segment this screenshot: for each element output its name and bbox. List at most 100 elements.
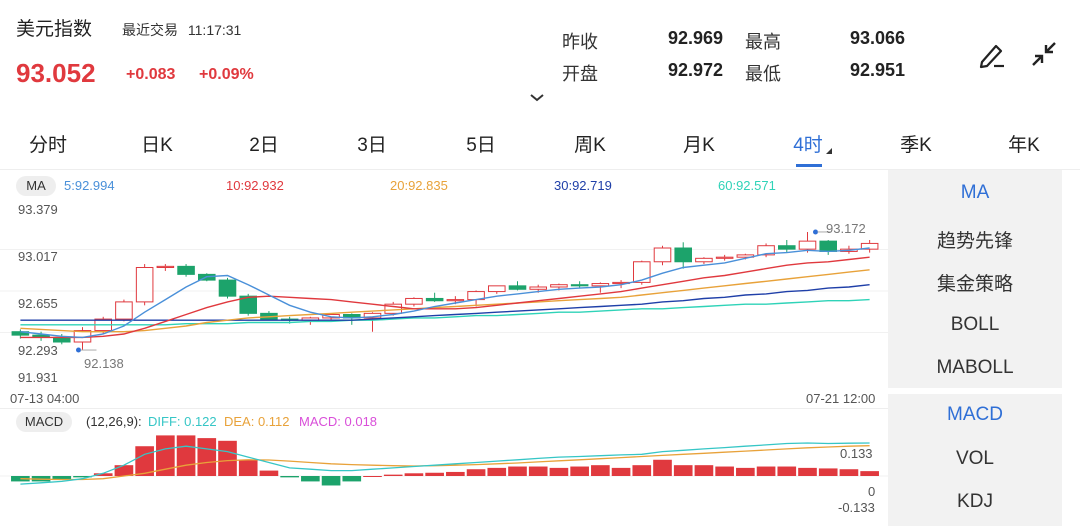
macd-histogram-bar — [383, 474, 403, 476]
ma5-value: 5:92.994 — [64, 178, 115, 193]
tab-2day[interactable]: 2日 — [249, 135, 279, 156]
price-change: +0.083 — [126, 66, 176, 83]
indicator-boll[interactable]: BOLL — [950, 314, 1000, 335]
macd-histogram-bar — [694, 465, 714, 476]
indicator-macd[interactable]: MACD — [947, 404, 1003, 425]
macd-histogram-bar — [156, 435, 175, 476]
indicator-menu-main — [888, 170, 1062, 388]
macd-histogram-bar — [114, 465, 134, 476]
indicator-vol[interactable]: VOL — [955, 448, 995, 469]
candle-body — [778, 245, 796, 250]
prev-close-value: 92.969 — [668, 28, 724, 48]
time-axis-start: 07-13 04:00 — [10, 391, 80, 406]
macd-histogram-bar — [611, 467, 631, 476]
macd-histogram-bar — [238, 459, 258, 476]
ma-badge[interactable]: MA — [16, 176, 56, 196]
max-annotation: 93.172 — [826, 221, 866, 236]
candle-body — [425, 297, 444, 302]
candlestick-chart[interactable] — [0, 196, 888, 390]
candle-body — [508, 285, 527, 290]
candle-body — [529, 286, 548, 290]
high-label: 最高 — [745, 32, 781, 52]
last-trade-info: 最近交易 11:17:31 — [122, 20, 241, 40]
tab-intraday[interactable]: 分时 — [28, 135, 68, 156]
candle-body — [156, 265, 175, 268]
candle-body — [446, 299, 465, 302]
macd-chart[interactable] — [0, 432, 888, 522]
macd-axis-bottom: -0.133 — [838, 500, 875, 515]
ma20-value: 20:92.835 — [390, 178, 448, 193]
candle-body — [218, 279, 237, 297]
macd-badge[interactable]: MACD — [16, 412, 72, 432]
price-axis-label: 93.017 — [18, 249, 58, 264]
indicator-ma[interactable]: MA — [960, 182, 990, 203]
candle-body — [695, 257, 713, 263]
macd-histogram-bar — [756, 466, 776, 476]
candle-body — [53, 336, 71, 343]
tab-4hour[interactable]: 4时 — [793, 135, 823, 156]
macd-histogram-bar — [508, 466, 527, 476]
candle-body — [11, 331, 30, 336]
last-trade-label: 最近交易 — [122, 22, 178, 38]
macd-histogram-bar — [839, 469, 859, 476]
macd-histogram-bar — [528, 466, 548, 476]
candle-body — [550, 284, 568, 288]
indicator-kdj[interactable]: KDJ — [957, 491, 993, 512]
period-tabs: 分时 日K 2日 3日 5日 周K 月K 4时 季K 年K — [0, 122, 1080, 167]
low-value: 92.951 — [850, 60, 906, 80]
candle-body — [570, 284, 589, 287]
collapse-arrows-icon[interactable] — [1028, 38, 1060, 70]
ma30-line — [20, 284, 870, 321]
tab-daily-k[interactable]: 日K — [141, 135, 173, 156]
macd-dea: DEA: 0.112 — [224, 414, 290, 429]
macd-histogram-bar — [570, 466, 589, 476]
price-axis-label: 92.655 — [18, 296, 58, 311]
indicator-trend-pioneer[interactable]: 趋势先锋 — [936, 231, 1013, 252]
macd-histogram-bar — [52, 476, 72, 481]
max-marker — [813, 229, 818, 235]
last-trade-time: 11:17:31 — [187, 22, 242, 38]
macd-histogram-bar — [93, 473, 113, 476]
min-annotation: 92.138 — [84, 356, 124, 371]
dea-line — [20, 445, 870, 481]
chevron-down-icon[interactable] — [528, 92, 546, 104]
indicator-gold-strategy[interactable]: 集金策略 — [936, 274, 1013, 295]
ma10-value: 10:92.932 — [226, 178, 284, 193]
dropdown-caret-icon[interactable] — [826, 148, 832, 154]
pencil-icon[interactable] — [976, 38, 1008, 70]
macd-histogram-bar — [466, 469, 486, 476]
candle-body — [115, 301, 133, 320]
macd-histogram-bar — [11, 476, 30, 482]
tab-3day[interactable]: 3日 — [357, 135, 387, 156]
candle-body — [488, 285, 506, 293]
macd-histogram-bar — [73, 476, 92, 478]
tab-weekly-k[interactable]: 周K — [574, 135, 606, 156]
price-axis-label: 91.931 — [18, 370, 58, 385]
macd-histogram-bar — [176, 435, 196, 476]
indicator-maboll[interactable]: MABOLL — [936, 357, 1014, 378]
macd-histogram-bar — [218, 440, 237, 476]
candle-body — [819, 240, 838, 252]
ma30-value: 30:92.719 — [554, 178, 612, 193]
open-value: 92.972 — [668, 60, 724, 80]
ma5-line — [20, 247, 870, 339]
tab-yearly-k[interactable]: 年K — [1008, 135, 1040, 156]
prev-close-label: 昨收 — [562, 32, 598, 52]
macd-histogram-bar — [549, 467, 569, 476]
macd-histogram-bar — [280, 476, 299, 478]
tab-monthly-k[interactable]: 月K — [683, 135, 715, 156]
candle-body — [798, 240, 817, 250]
price-axis-label: 93.379 — [18, 202, 58, 217]
current-price: 93.052 — [16, 58, 96, 88]
price-change-pct: +0.09% — [199, 66, 254, 83]
candle-body — [177, 265, 195, 275]
macd-histogram-bar — [259, 470, 279, 476]
macd-value: MACD: 0.018 — [299, 414, 378, 429]
candle-body — [674, 247, 693, 263]
macd-histogram-bar — [777, 466, 797, 476]
chart-separator — [0, 408, 888, 409]
tab-quarterly-k[interactable]: 季K — [900, 135, 932, 156]
tab-5day[interactable]: 5日 — [466, 135, 496, 156]
macd-histogram-bar — [860, 471, 879, 476]
macd-histogram-bar — [487, 467, 507, 476]
